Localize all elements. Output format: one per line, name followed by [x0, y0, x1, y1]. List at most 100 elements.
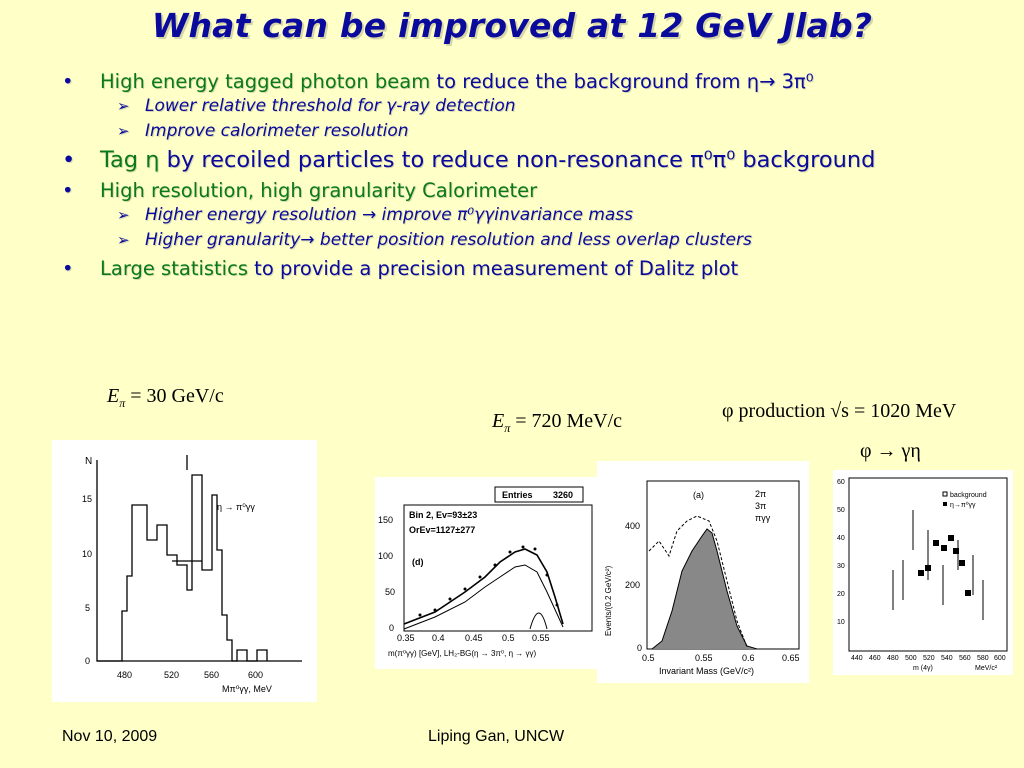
bullet-dot: • — [62, 179, 74, 202]
plot2-stats2: OrEv=1127±277 — [409, 525, 475, 535]
plot1-legend: η → π⁰γγ — [217, 502, 255, 512]
bullet-4: • Large statistics to provide a precision… — [60, 257, 1010, 281]
plot3-xtick: 0.65 — [782, 653, 800, 663]
plot4-legend: background — [950, 492, 987, 499]
bullet-3-sub-1: ➢ Higher energy resolution → improve π⁰γγ… — [60, 203, 1010, 228]
plot-eta-pi0gg-histogram: N 15 10 5 0 480 520 560 600 η → π⁰γγ Mπ⁰… — [52, 440, 317, 702]
plot2-ytick: 50 — [385, 587, 395, 597]
bullet-1: • High energy tagged photon beam to reduc… — [60, 70, 1010, 94]
eq-subscript: π — [504, 421, 511, 435]
plot4-xlabel: m (4γ) — [913, 665, 933, 672]
bullet-dot: • — [62, 257, 74, 280]
plot4-xtick: 540 — [941, 655, 953, 662]
bullet-1-sub-2-text: Improve calorimeter resolution — [145, 121, 409, 141]
plot1-ylabel: N — [85, 456, 92, 467]
arrow-bullet-icon: ➢ — [117, 122, 130, 140]
plot1-ytick: 5 — [85, 603, 90, 613]
bullet-dot: • — [62, 147, 76, 173]
plot1-ytick: 10 — [82, 549, 92, 559]
plot4-xtick: 520 — [923, 655, 935, 662]
plot4-xtick: 460 — [869, 655, 881, 662]
plot2-entries-value: 3260 — [553, 490, 573, 500]
plot4-xtick: 560 — [959, 655, 971, 662]
eq-value: = 720 MeV/c — [515, 410, 623, 432]
plot1-xtick: 560 — [204, 670, 219, 680]
bullet-3-sub-2-text: Higher granularity→ better position reso… — [145, 230, 752, 250]
bullet-2-highlight: Tag η — [100, 147, 160, 173]
bullet-3-highlight: High resolution, high granularity Calori… — [100, 179, 538, 202]
plot1-xtick: 480 — [117, 670, 132, 680]
equation-e30: Eπ = 30 GeV/c — [107, 385, 224, 411]
footer-author: Liping Gan, UNCW — [428, 728, 565, 745]
plot4-svg: background η→π⁰γγ 60 50 40 30 20 10 440 … — [837, 477, 1008, 672]
bullet-3-sub-1-text: Higher energy resolution → improve π⁰γγi… — [145, 205, 634, 225]
bullet-1-highlight: High energy tagged photon beam — [100, 70, 431, 93]
plot1-ytick: 15 — [82, 494, 92, 504]
bullet-3-sub-2: ➢ Higher granularity→ better position res… — [60, 228, 1010, 253]
bullet-1-text: to reduce the background from η→ 3π⁰ — [430, 70, 814, 93]
plot4-xtick: 600 — [994, 655, 1006, 662]
plot2-xtick: 0.45 — [465, 633, 483, 643]
slide-title: What can be improved at 12 GeV Jlab? — [151, 6, 873, 45]
arrow-bullet-icon: ➢ — [117, 206, 130, 224]
plot2-ytick: 100 — [378, 551, 393, 561]
plot3-xtick: 0.5 — [642, 653, 655, 663]
plot4-ytick: 40 — [837, 535, 845, 542]
eq-subscript: π — [119, 396, 126, 410]
plot3-xlabel: Invariant Mass (GeV/c²) — [659, 666, 754, 676]
plot4-ytick: 30 — [837, 563, 845, 570]
plot3-ylabel: Events/(0.2 GeV/c²) — [604, 565, 613, 636]
plot3-legend: 3π — [755, 501, 766, 511]
plot1-ytick: 0 — [85, 656, 90, 666]
bullet-1-sub-1: ➢ Lower relative threshold for γ-ray dete… — [60, 94, 1010, 119]
plot2-ytick: 0 — [389, 623, 394, 633]
plot-invariant-mass: (a) 2π 3π πγγ 400 200 0 0.5 0.55 0.6 0.6… — [597, 461, 809, 683]
equation-phi-production: φ production √s = 1020 MeV — [722, 400, 957, 422]
plot4-xtick: 580 — [977, 655, 989, 662]
plot3-svg: (a) 2π 3π πγγ 400 200 0 0.5 0.55 0.6 0.6… — [604, 480, 800, 676]
plot2-xtick: 0.4 — [432, 633, 445, 643]
plot4-ytick: 20 — [837, 591, 845, 598]
plot3-ytick: 400 — [625, 521, 640, 531]
bullet-4-highlight: Large statistics — [100, 257, 248, 280]
plot1-xtick: 600 — [248, 670, 263, 680]
plot3-ytick: 200 — [625, 580, 640, 590]
plot2-stats1: Bin 2, Ev=93±23 — [409, 510, 477, 520]
eq-symbol: E — [107, 385, 120, 407]
bullet-list: • High energy tagged photon beam to reduc… — [60, 70, 1010, 281]
plot2-xtick: 0.35 — [397, 633, 415, 643]
plot-m4gamma: background η→π⁰γγ 60 50 40 30 20 10 440 … — [833, 470, 1013, 675]
plot-bin2-fit: Entries 3260 Bin 2, Ev=93±23 OrEv=1127±2… — [375, 477, 597, 669]
plot3-xtick: 0.6 — [742, 653, 755, 663]
equation-e720: Eπ = 720 MeV/c — [492, 410, 622, 436]
arrow-bullet-icon: ➢ — [117, 97, 130, 115]
bullet-4-text: to provide a precision measurement of Da… — [247, 257, 739, 280]
bullet-2: • Tag η by recoiled particles to reduce n… — [60, 148, 1010, 173]
footer-date: Nov 10, 2009 — [62, 728, 158, 745]
plot4-ytick: 10 — [837, 619, 845, 626]
plot3-xtick: 0.55 — [695, 653, 713, 663]
arrow-bullet-icon: ➢ — [117, 231, 130, 249]
bullet-1-sub-1-text: Lower relative threshold for γ-ray detec… — [145, 96, 516, 116]
plot2-xtick: 0.55 — [532, 633, 550, 643]
bullet-2-text: by recoiled particles to reduce non-reso… — [159, 147, 876, 173]
plot2-entries-label: Entries — [502, 490, 533, 500]
eq-value: = 30 GeV/c — [130, 385, 224, 407]
plot2-xlabel: m(π⁰γγ) [GeV], LH₂-BG(η → 3π⁰, η → γγ) — [388, 649, 536, 658]
plot4-legend: η→π⁰γγ — [950, 501, 976, 509]
plot2-tag: (d) — [412, 557, 424, 567]
plot1-svg: N 15 10 5 0 480 520 560 600 η → π⁰γγ Mπ⁰… — [82, 455, 302, 694]
plot3-tag: (a) — [693, 490, 704, 500]
bullet-dot: • — [62, 70, 74, 93]
plot3-ytick: 0 — [637, 643, 642, 653]
bullet-3: • High resolution, high granularity Calor… — [60, 179, 1010, 203]
plot2-xtick: 0.5 — [502, 633, 515, 643]
plot2-svg: Entries 3260 Bin 2, Ev=93±23 OrEv=1127±2… — [378, 486, 593, 658]
plot3-legend: πγγ — [755, 513, 771, 523]
plot4-ytick: 50 — [837, 507, 845, 514]
plot4-ytick: 60 — [837, 479, 845, 486]
plot4-xtick: 480 — [887, 655, 899, 662]
equation-phi-decay: φ → γη — [860, 440, 921, 462]
plot4-xtick: 440 — [851, 655, 863, 662]
plot2-ytick: 150 — [378, 515, 393, 525]
